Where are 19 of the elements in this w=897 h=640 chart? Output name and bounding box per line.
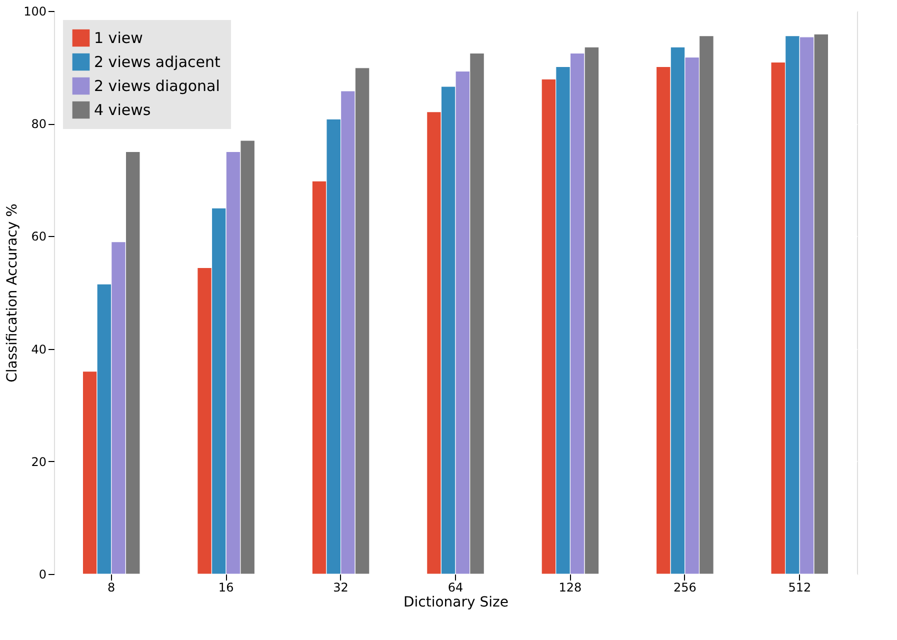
y-tick-label: 0 (38, 568, 46, 582)
y-tick-label: 80 (31, 117, 46, 132)
y-tick-label: 60 (31, 230, 46, 244)
x-tick-label: 64 (448, 580, 464, 594)
x-tick-label: 256 (673, 580, 696, 594)
legend-label: 4 views (94, 101, 151, 119)
legend-label: 2 views adjacent (94, 53, 220, 71)
x-tick-label: 128 (558, 580, 582, 594)
x-axis-title: Dictionary Size (404, 594, 508, 610)
x-tick-label: 512 (788, 580, 812, 594)
y-tick-label: 100 (24, 4, 46, 18)
legend-label: 2 views diagonal (94, 77, 220, 95)
x-tick-label: 16 (218, 580, 234, 594)
x-tick-label: 8 (108, 580, 116, 594)
x-tick-label: 32 (333, 580, 348, 594)
y-tick-label: 40 (31, 342, 46, 356)
y-tick-label: 20 (31, 454, 46, 469)
legend-label: 1 view (94, 29, 143, 47)
y-axis-title: Classification Accuracy % (4, 204, 21, 382)
